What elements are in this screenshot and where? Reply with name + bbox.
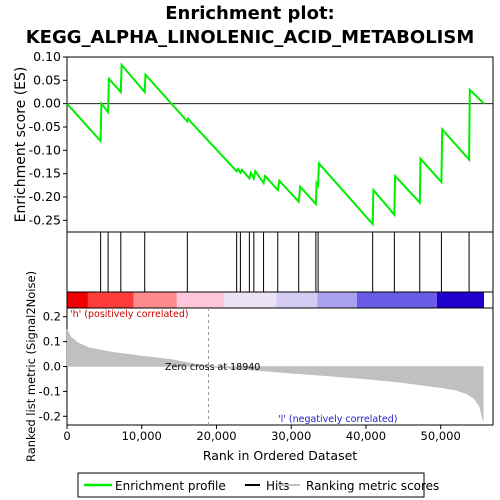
es-ytick-label: 0.00 <box>33 96 61 111</box>
heat-bar-segment <box>87 292 134 308</box>
x-tick-label: 0 <box>63 429 70 443</box>
x-axis-label: Rank in Ordered Dataset <box>203 448 357 463</box>
metric-ytick-label: 0.2 <box>43 310 61 324</box>
enrichment-profile-line <box>66 62 485 227</box>
metric-ytick-label: 0.0 <box>43 360 61 374</box>
es-ytick-label: 0.05 <box>33 72 61 87</box>
heat-bar-segment <box>176 292 224 308</box>
x-tick-label: 50,000 <box>421 429 461 443</box>
legend-label: Enrichment profile <box>115 479 226 493</box>
es-panel: 0.10 0.05 0.00 -0.05 -0.10 -0.15 -0.20 -0.25Enr… <box>13 49 494 233</box>
hits-frame <box>66 231 494 293</box>
legend-label: Ranking metric scores <box>306 479 439 493</box>
es-plot-frame <box>66 56 494 233</box>
es-ytick-label: -0.15 <box>29 166 61 181</box>
chart-title-line2: KEGG_ALPHA_LINOLENIC_ACID_METABOLISM <box>25 27 475 48</box>
es-ytick-label: -0.25 <box>29 212 61 227</box>
heat-bar-segment <box>223 292 277 308</box>
heat-bar <box>66 291 494 309</box>
negative-correlation-label: 'l' (negatively correlated) <box>278 414 398 425</box>
metric-ytick-label: -0.1 <box>39 384 61 398</box>
x-tick-label: 40,000 <box>346 429 386 443</box>
ranking-metric-area <box>66 329 484 422</box>
hits-panel <box>66 231 494 293</box>
x-tick-label: 30,000 <box>271 429 311 443</box>
heat-bar-segment <box>356 292 437 308</box>
zero-cross-label: Zero cross at 18940 <box>165 362 260 373</box>
es-ytick-label: -0.05 <box>29 119 61 134</box>
es-ytick-label: 0.10 <box>33 49 61 64</box>
heat-bar-segment <box>317 292 357 308</box>
heat-bar-segment <box>133 292 177 308</box>
es-ytick-label: -0.10 <box>29 142 61 157</box>
metric-ytick-label: 0.1 <box>43 335 61 349</box>
heat-bar-segment <box>67 292 88 308</box>
heat-bar-segment <box>276 292 318 308</box>
metric-ytick-label: -0.2 <box>39 409 61 423</box>
positive-correlation-label: 'h' (positively correlated) <box>70 309 189 320</box>
es-ytick-label: -0.20 <box>29 189 61 204</box>
es-axis-label: Enrichment score (ES) <box>13 67 29 223</box>
x-tick-label: 10,000 <box>122 429 162 443</box>
legend: Enrichment profile Hits Ranking metric sco… <box>77 472 439 498</box>
metric-axis-label: Ranked list metric (Signal2Noise) <box>24 271 38 462</box>
heat-bar-segment <box>436 292 485 308</box>
legend-label: Hits <box>266 479 289 493</box>
x-tick-label: 20,000 <box>196 429 236 443</box>
chart-title-line1: Enrichment plot: <box>165 3 335 24</box>
